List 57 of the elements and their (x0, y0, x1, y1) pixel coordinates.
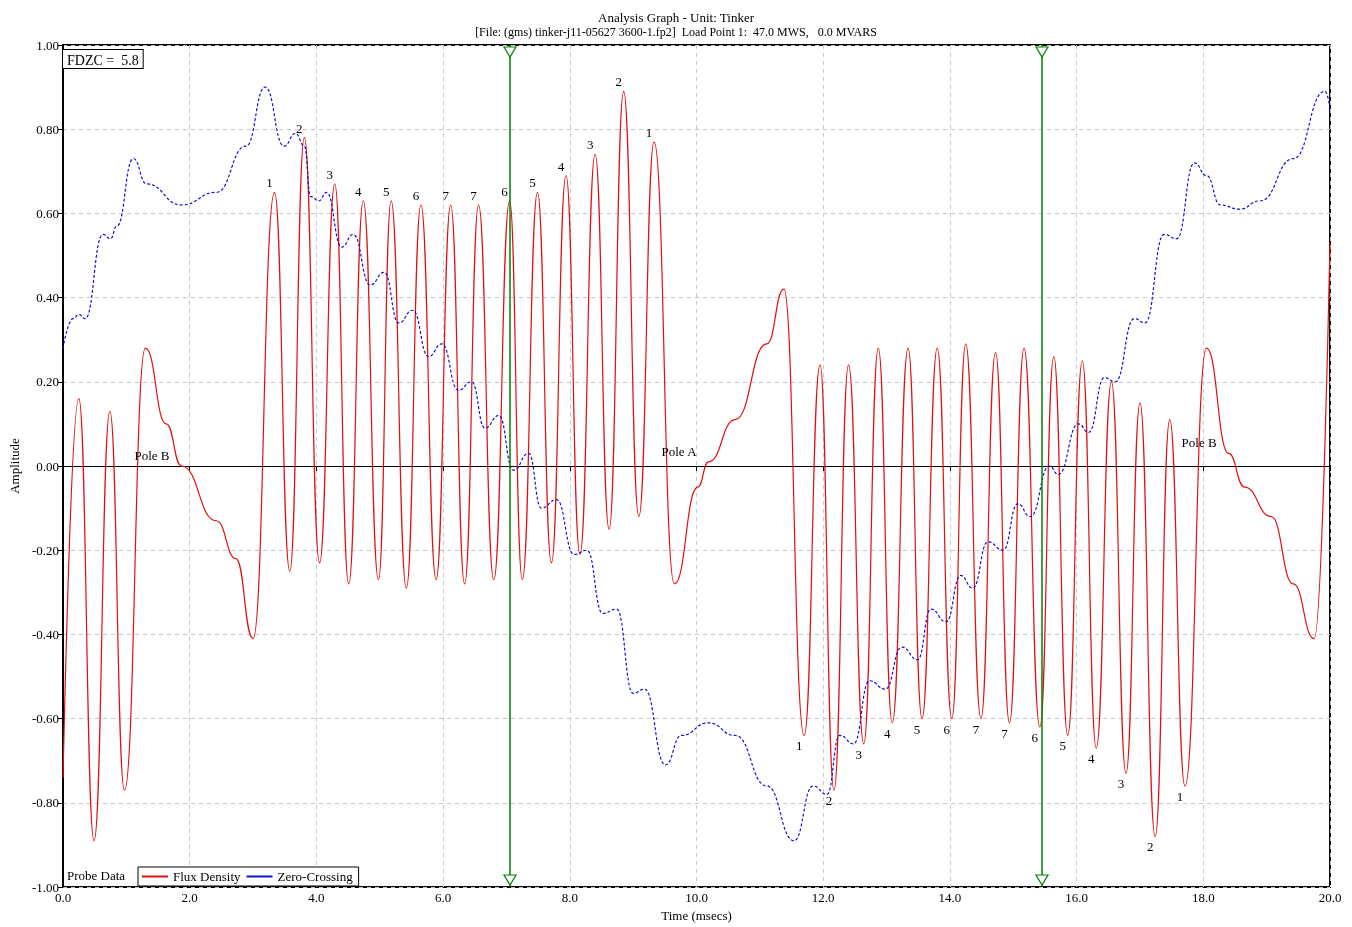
y-tick-label: -0.60 (31, 711, 59, 727)
y-axis-title: Amplitude (7, 437, 22, 494)
annotation: 4 (1087, 751, 1095, 767)
y-tick-label: 0.80 (36, 121, 59, 137)
x-tick-label: 14.0 (938, 890, 962, 905)
annotation: 6 (1031, 730, 1039, 746)
y-tick-label: 1.00 (36, 37, 59, 53)
legend-label: Flux Density (173, 869, 242, 884)
annotation: 1 (795, 738, 803, 754)
x-tick-label: 16.0 (1065, 890, 1088, 905)
annotation: 1 (266, 175, 273, 191)
annotation: 5 (1059, 738, 1066, 754)
annotation: 2 (296, 120, 303, 136)
chart-title: Analysis Graph - Unit: Tinker (598, 10, 755, 25)
annotation: 5 (529, 175, 536, 191)
annotation: 5 (913, 721, 921, 737)
y-tick-label: -1.00 (31, 879, 59, 895)
x-tick-label: 12.0 (811, 890, 835, 905)
annotation: 4 (355, 183, 363, 199)
annotation: 4 (884, 725, 891, 741)
annotation: 1 (1176, 788, 1184, 804)
annotation: 7 (972, 721, 980, 737)
x-tick-label: 18.0 (1191, 890, 1215, 905)
x-tick-label: 8.0 (561, 890, 578, 905)
legend-label: Zero-Crossing (277, 869, 354, 884)
x-tick-label: 10.0 (685, 890, 708, 905)
annotation: FDZC = 5.8 (67, 52, 139, 68)
x-tick-label: 20.0 (1318, 890, 1342, 905)
annotation: 2 (615, 74, 622, 90)
annotation: 7 (470, 187, 478, 203)
y-tick-label: -0.20 (31, 542, 59, 558)
annotation: 6 (943, 721, 951, 737)
annotation: 2 (1146, 839, 1154, 855)
annotation: 7 (1001, 725, 1009, 741)
chart-subtitle: [File: (gms) tinker-j11-05627 3600-1.fp2] Load Point 1: 47.0 MWS, 0.0 MVARS (475, 25, 877, 39)
y-tick-label: -0.80 (31, 795, 59, 811)
annotation: 3 (586, 137, 594, 153)
annotation: 7 (442, 187, 450, 203)
y-tick-label: 0.00 (36, 458, 59, 474)
x-axis-title: Time (msecs) (661, 908, 732, 923)
x-tick-label: 6.0 (434, 890, 452, 905)
annotation: 5 (382, 183, 390, 199)
annotation: 2 (825, 793, 833, 809)
annotation: 6 (501, 183, 509, 199)
x-tick-label: 2.0 (181, 890, 198, 905)
annotation: 1 (645, 124, 653, 140)
annotation: 3 (1117, 776, 1125, 792)
y-tick-label: -0.40 (31, 626, 59, 642)
annotation: 4 (557, 158, 565, 174)
legend-title: Probe Data (67, 868, 126, 883)
annotation: 6 (412, 187, 420, 203)
x-tick-label: 4.0 (308, 890, 325, 905)
y-tick-label: 0.60 (36, 205, 59, 221)
annotation: 3 (855, 746, 862, 762)
annotation: 3 (326, 166, 334, 182)
y-tick-label: 0.20 (36, 374, 59, 390)
y-tick-label: 0.40 (36, 290, 59, 306)
